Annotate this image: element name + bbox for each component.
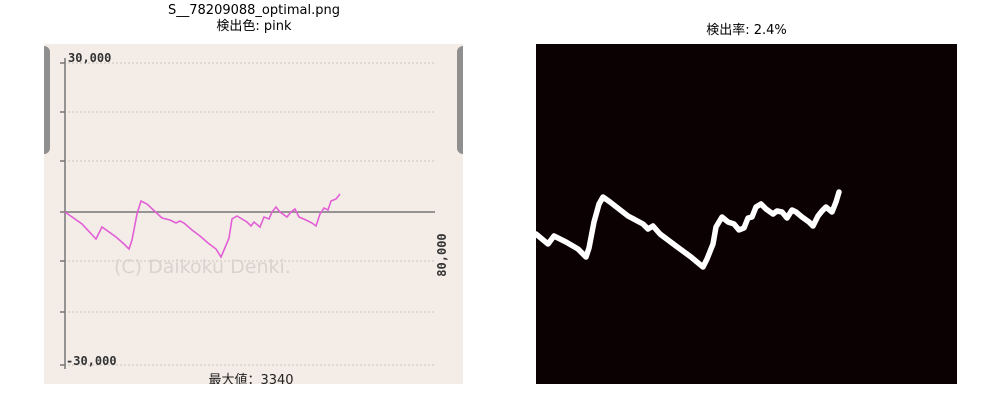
- detected-line-mask: [536, 189, 842, 270]
- y-axis-max-label: 30,000: [68, 51, 112, 65]
- left-image-filename: S__78209088_optimal.png: [168, 3, 340, 18]
- slot-graph-image: 30,000 -30,000 80,000 (C) Daikoku Denki.…: [44, 44, 463, 384]
- mask-canvas: [536, 189, 842, 270]
- y-ticks: [60, 62, 65, 366]
- x-axis-max-label: 80,000: [435, 233, 449, 277]
- detection-mask-image: [536, 44, 957, 384]
- payout-line: [64, 193, 341, 259]
- graph-left-tab: [44, 46, 50, 154]
- right-image-title: 検出率: 2.4%: [706, 23, 787, 38]
- graph-right-tab: [457, 46, 463, 154]
- y-axis-min-label: -30,000: [66, 354, 117, 368]
- left-detect-color: 検出色: pink: [216, 19, 292, 34]
- graph-canvas: [60, 58, 436, 369]
- max-value-label: 最大値：3340: [208, 373, 294, 384]
- copyright-watermark: (C) Daikoku Denki.: [114, 256, 291, 278]
- left-image-title: S__78209088_optimal.png 検出色: pink: [44, 3, 464, 35]
- gridlines: [64, 62, 436, 366]
